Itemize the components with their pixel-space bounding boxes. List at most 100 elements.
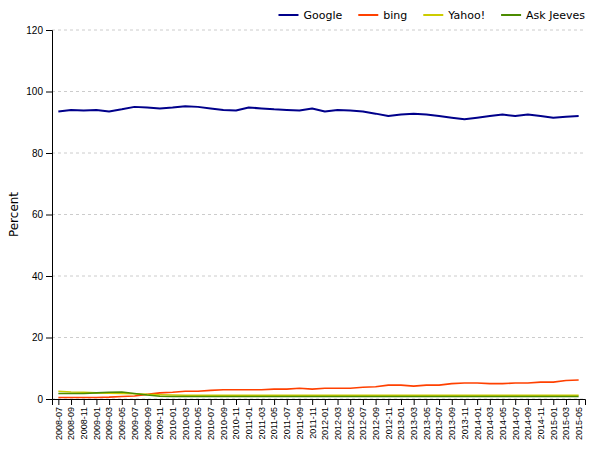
y-tick-label: 40 [32, 271, 44, 282]
legend-label: Google [303, 9, 342, 22]
x-tick: 2011-05 [269, 399, 279, 439]
x-tick: 2010-03 [181, 399, 191, 440]
x-axis: 2008-072008-092008-112009-012009-032009-… [53, 399, 586, 440]
x-tick-label: 2010-05 [193, 407, 203, 440]
x-tick: 2012-03 [333, 399, 343, 440]
x-tick-label: 2010-03 [181, 407, 191, 440]
x-tick-mark [338, 399, 339, 405]
x-tick-mark [452, 399, 453, 405]
x-tick-label: 2009-09 [143, 407, 153, 440]
x-tick-mark [122, 399, 123, 405]
x-tick-mark [401, 399, 402, 405]
x-tick-label: 2012-01 [320, 407, 330, 440]
x-tick: 2009-03 [104, 399, 114, 440]
y-tick: 120 [26, 25, 52, 36]
x-tick: 2014-05 [498, 399, 508, 440]
x-tick-mark [185, 399, 186, 405]
x-tick-mark [160, 399, 161, 405]
x-tick-mark [58, 399, 59, 405]
x-tick-label: 2012-03 [333, 407, 343, 440]
x-tick: 2014-11 [536, 399, 546, 439]
x-tick-mark [464, 399, 465, 405]
x-tick-label: 2010-01 [168, 407, 178, 440]
x-tick: 2013-07 [434, 399, 444, 440]
legend-label: Yahoo! [447, 9, 485, 22]
plot: 0 20 40 60 80 100 120 2008-072008-092008-112009… [26, 25, 585, 440]
legend-item: Ask Jeeves [501, 9, 585, 22]
x-tick-mark [541, 399, 542, 405]
x-tick-label: 2015-05 [574, 407, 584, 440]
x-tick-label: 2010-11 [231, 407, 241, 439]
chart: 0 20 40 60 80 100 120 2008-072008-092008-112009… [0, 0, 600, 461]
y-axis: 0 20 40 60 80 100 120 [26, 25, 52, 405]
x-tick-mark [477, 399, 478, 405]
x-tick: 2013-03 [409, 399, 419, 440]
y-tick-mark [46, 276, 52, 277]
y-tick-label: 20 [32, 332, 44, 343]
grid-line [52, 214, 585, 215]
grid-line [52, 91, 585, 92]
x-tick-label: 2014-05 [498, 407, 508, 440]
x-tick-mark [261, 399, 262, 405]
x-tick-label: 2013-07 [434, 407, 444, 440]
y-tick-mark [46, 399, 52, 400]
y-axis-line [46, 31, 53, 400]
y-tick-mark [46, 30, 52, 31]
x-tick-mark [223, 399, 224, 405]
y-tick-label: 60 [32, 209, 44, 220]
x-tick-mark [426, 399, 427, 405]
x-tick-label: 2010-07 [206, 407, 216, 440]
x-tick-mark [376, 399, 377, 405]
x-tick: 2010-11 [231, 399, 241, 439]
x-tick: 2008-09 [66, 399, 76, 440]
x-tick-mark [173, 399, 174, 405]
x-tick-label: 2014-11 [536, 407, 546, 439]
x-tick-mark [198, 399, 199, 405]
x-tick-label: 2011-03 [257, 407, 267, 439]
x-tick: 2015-05 [574, 399, 584, 440]
x-tick: 2013-09 [447, 399, 457, 440]
x-tick-mark [299, 399, 300, 405]
x-tick: 2009-05 [117, 399, 127, 440]
x-tick-mark [566, 399, 567, 405]
y-tick-label: 0 [37, 394, 43, 405]
x-tick: 2008-07 [54, 399, 64, 440]
x-tick: 2012-11 [384, 399, 394, 439]
legend-swatch [423, 14, 443, 16]
x-tick: 2014-09 [523, 399, 533, 440]
series-line [58, 392, 578, 397]
y-tick: 40 [32, 271, 52, 282]
series-line [58, 380, 578, 398]
y-tick-label: 80 [32, 148, 44, 159]
x-tick-label: 2013-11 [460, 407, 470, 439]
x-tick-label: 2013-09 [447, 407, 457, 440]
x-tick: 2012-05 [346, 399, 356, 440]
legend-item: Google [278, 9, 342, 22]
x-tick: 2011-03 [257, 399, 267, 439]
x-tick: 2009-09 [143, 399, 153, 440]
x-tick: 2012-07 [358, 399, 368, 440]
y-axis-title: Percent [7, 192, 21, 237]
y-tick: 100 [26, 86, 52, 97]
x-tick: 2014-01 [473, 399, 483, 440]
legend-swatch [358, 14, 378, 16]
x-tick-label: 2008-09 [66, 407, 76, 440]
x-tick-mark [211, 399, 212, 405]
x-tick-mark [71, 399, 72, 405]
x-tick-label: 2011-01 [244, 407, 254, 439]
x-tick-label: 2013-01 [396, 407, 406, 440]
y-tick: 20 [32, 332, 52, 343]
x-tick-label: 2013-05 [422, 407, 432, 440]
x-tick-mark [274, 399, 275, 405]
x-tick-mark [490, 399, 491, 405]
x-tick-label: 2008-07 [54, 407, 64, 440]
x-tick-mark [528, 399, 529, 405]
y-tick-mark [46, 215, 52, 216]
x-tick: 2011-09 [295, 399, 305, 439]
x-tick-label: 2009-03 [104, 407, 114, 440]
x-tick-mark [388, 399, 389, 405]
x-tick: 2009-01 [92, 399, 102, 440]
x-tick-mark [363, 399, 364, 405]
x-tick: 2012-01 [320, 399, 330, 440]
x-tick: 2010-07 [206, 399, 216, 440]
